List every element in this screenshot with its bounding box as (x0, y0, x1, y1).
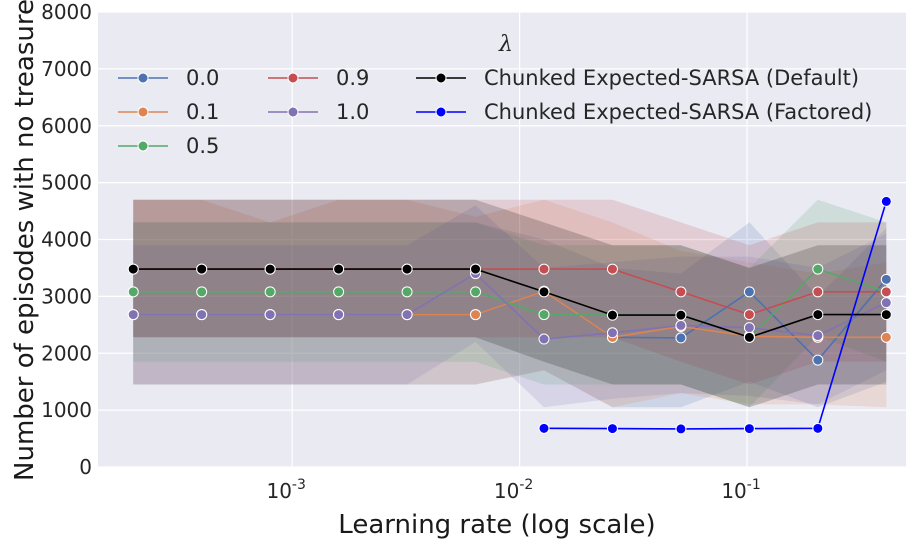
data-point-3 (743, 309, 755, 321)
data-point-5 (333, 263, 345, 275)
data-point-4 (675, 319, 687, 331)
y-tick-label: 0 (79, 455, 92, 479)
legend-swatch-marker (137, 72, 149, 84)
data-point-6 (538, 422, 550, 434)
series-line-4 (133, 272, 887, 340)
series-lines (133, 201, 888, 430)
data-point-5 (812, 309, 824, 321)
data-point-2 (538, 309, 550, 321)
data-point-5 (880, 309, 892, 321)
y-tick-label: 7000 (41, 57, 92, 81)
x-tick-label: 10-2 (494, 477, 533, 503)
data-point-5 (743, 331, 755, 343)
legend-label: 0.1 (186, 100, 219, 124)
data-point-0 (675, 332, 687, 344)
data-point-6 (812, 422, 824, 434)
data-point-5 (264, 263, 276, 275)
data-point-6 (880, 195, 892, 207)
data-point-2 (264, 286, 276, 298)
data-point-2 (196, 286, 208, 298)
y-tick-label: 1000 (41, 398, 92, 422)
data-point-4 (196, 309, 208, 321)
legend-swatch-marker (137, 140, 149, 152)
data-point-2 (470, 286, 482, 298)
x-axis-label: Learning rate (log scale) (338, 510, 655, 540)
data-point-3 (880, 286, 892, 298)
series-line-6 (543, 201, 888, 430)
data-point-5 (401, 263, 413, 275)
legend: λ 0.0 0.1 0.5 0.9 1.0 Chunked Expected-SARSA … (118, 32, 872, 158)
data-point-4 (812, 330, 824, 342)
legend-swatch-marker (287, 72, 299, 84)
grid (98, 11, 906, 468)
legend-swatch-marker (287, 106, 299, 118)
series-line-5 (133, 268, 887, 339)
data-point-4 (880, 297, 892, 309)
data-point-0 (743, 286, 755, 298)
data-point-4 (264, 309, 276, 321)
data-point-0 (880, 273, 892, 285)
data-point-6 (743, 423, 755, 435)
data-point-6 (606, 423, 618, 435)
legend-label: 1.0 (336, 100, 369, 124)
data-point-2 (333, 286, 345, 298)
y-tick-label: 2000 (41, 341, 92, 365)
data-point-5 (196, 263, 208, 275)
legend-label: Chunked Expected-SARSA (Factored) (484, 100, 872, 124)
y-tick-label: 4000 (41, 228, 92, 252)
data-point-2 (812, 263, 824, 275)
data-point-2 (401, 286, 413, 298)
data-point-5 (538, 286, 550, 298)
data-point-3 (812, 286, 824, 298)
y-tick-label: 3000 (41, 284, 92, 308)
data-point-4 (606, 327, 618, 339)
legend-label: 0.9 (336, 66, 369, 90)
legend-label: 0.5 (186, 134, 219, 158)
legend-title: λ (498, 32, 513, 57)
data-point-1 (880, 331, 892, 343)
x-tick-label: 10-3 (266, 477, 305, 503)
data-point-4 (127, 309, 139, 321)
confidence-band-3 (133, 199, 887, 385)
data-point-1 (470, 309, 482, 321)
data-point-0 (812, 354, 824, 366)
data-point-6 (675, 423, 687, 435)
data-point-5 (127, 263, 139, 275)
data-point-2 (127, 286, 139, 298)
data-point-4 (333, 309, 345, 321)
x-tick-labels: 10-3 10-2 10-1 (266, 477, 760, 503)
y-axis-label: Number of episodes with no treasure (10, 0, 40, 481)
data-point-5 (675, 309, 687, 321)
x-tick-label: 10-1 (721, 477, 760, 503)
data-point-5 (470, 263, 482, 275)
legend-swatch-marker (435, 72, 447, 84)
data-point-4 (538, 333, 550, 345)
y-tick-label: 6000 (41, 114, 92, 138)
data-point-5 (606, 309, 618, 321)
legend-label: Chunked Expected-SARSA (Default) (484, 66, 859, 90)
data-point-3 (606, 263, 618, 275)
legend-swatch-marker (137, 106, 149, 118)
y-tick-label: 5000 (41, 171, 92, 195)
data-point-3 (675, 286, 687, 298)
data-point-4 (401, 309, 413, 321)
series-markers (127, 195, 892, 435)
legend-swatch-marker (435, 106, 447, 118)
y-tick-label: 8000 (41, 0, 92, 24)
series-line-2 (133, 268, 887, 339)
data-point-3 (538, 263, 550, 275)
legend-label: 0.0 (186, 66, 219, 90)
data-point-4 (743, 322, 755, 334)
y-tick-labels: 0 1000 2000 3000 4000 5000 6000 7000 8000 (41, 0, 92, 479)
